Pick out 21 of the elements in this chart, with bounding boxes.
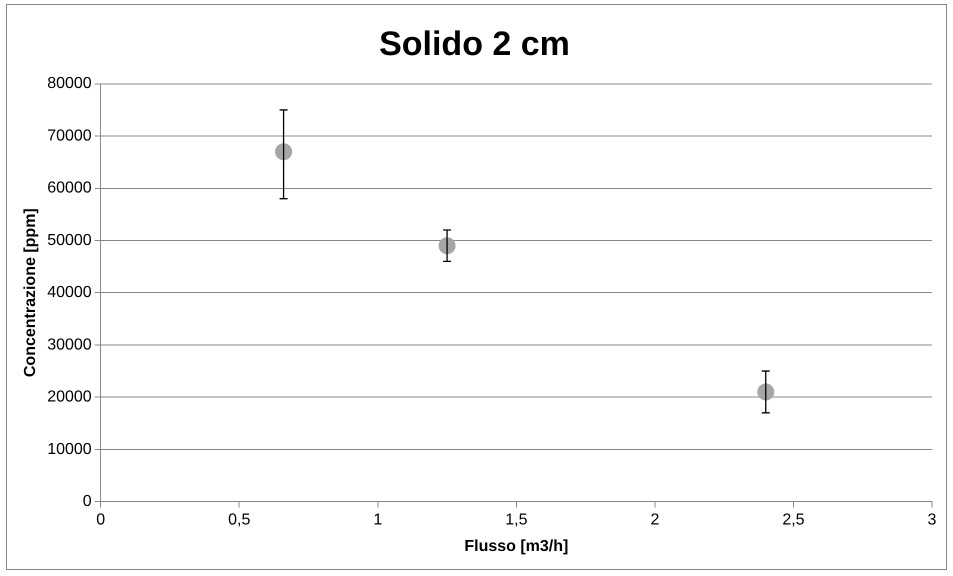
x-tick-label: 0,5 — [228, 512, 250, 529]
x-tick-label: 0 — [96, 512, 106, 529]
y-axis-title: Concentrazione [ppm] — [22, 208, 40, 378]
y-tick-label: 70000 — [47, 127, 92, 144]
y-tick-label: 20000 — [47, 388, 92, 406]
y-tick-label: 50000 — [47, 232, 92, 249]
chart-title: Solido 2 cm — [379, 24, 570, 63]
x-axis-title: Flusso [m3/h] — [464, 538, 568, 555]
y-tick-label: 40000 — [47, 284, 92, 302]
x-tick-label: 3 — [928, 512, 937, 529]
point — [438, 237, 456, 254]
x-tick-label: 1 — [373, 512, 382, 529]
y-tick-label: 10000 — [47, 440, 92, 458]
x-tick-label: 1,5 — [505, 512, 528, 529]
x-tick-label: 2 — [650, 512, 660, 529]
y-tick-label: 60000 — [47, 180, 92, 197]
point — [275, 143, 292, 160]
y-tick-label: 30000 — [47, 336, 92, 354]
y-tick-label: 80000 — [47, 75, 92, 92]
x-tick-label: 2,5 — [782, 512, 805, 529]
y-tick-label: 0 — [82, 493, 92, 510]
